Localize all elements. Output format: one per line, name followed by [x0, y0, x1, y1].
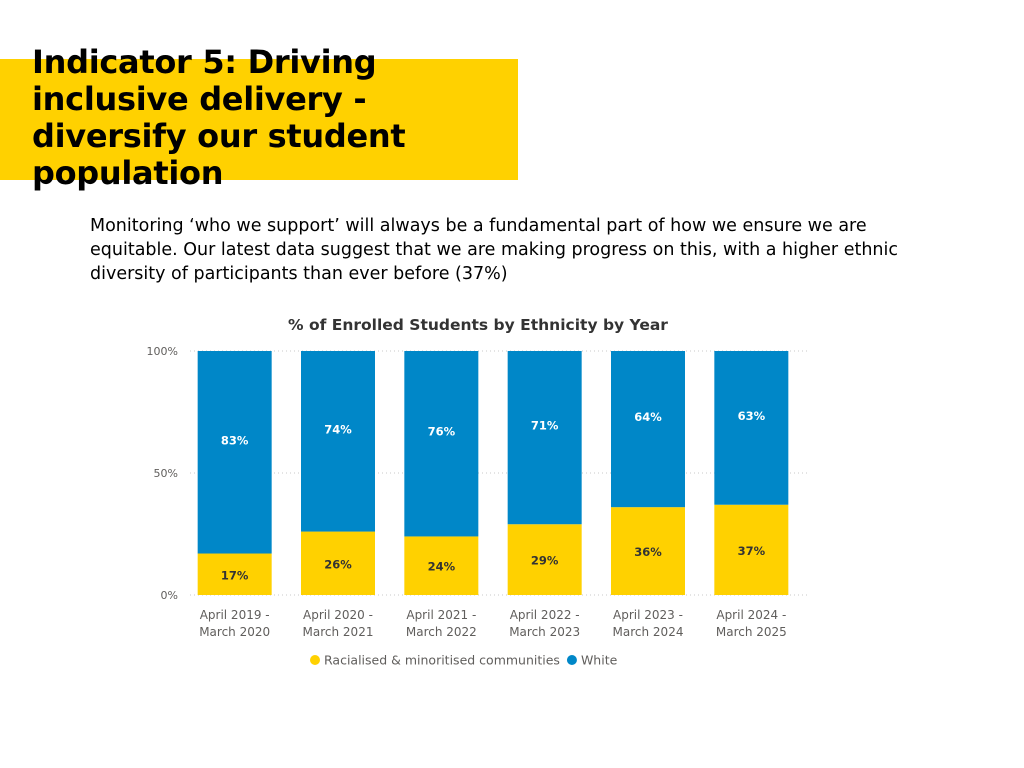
bar-segment-racialised	[507, 524, 582, 595]
bar-segment-white	[404, 351, 479, 537]
data-label: 63%	[738, 409, 766, 423]
legend-marker	[310, 655, 320, 665]
bar-segment-white	[507, 351, 582, 525]
data-label: 26%	[324, 557, 352, 571]
bar-segment-white	[611, 351, 685, 508]
x-tick-label: April 2024 -	[716, 608, 786, 622]
y-tick-label: 50%	[154, 467, 178, 480]
x-tick-label: April 2023 -	[613, 608, 683, 622]
bar-segment-racialised	[611, 507, 685, 595]
data-label: 76%	[428, 425, 456, 439]
x-tick-label: March 2020	[199, 625, 270, 639]
x-tick-label: March 2024	[613, 625, 684, 639]
x-tick-label: April 2020 -	[303, 608, 373, 622]
slide-title: Indicator 5: Driving inclusive delivery …	[32, 43, 406, 192]
data-label: 74%	[324, 422, 352, 436]
legend-marker	[566, 655, 577, 665]
chart-title: % of Enrolled Students by Ethnicity by Y…	[288, 316, 668, 334]
bar-segment-white	[197, 351, 272, 554]
data-label: 83%	[221, 433, 249, 447]
data-label: 24%	[428, 560, 456, 574]
x-tick-label: March 2025	[716, 625, 787, 639]
x-tick-label: April 2022 -	[510, 608, 580, 622]
y-tick-label: 100%	[147, 345, 178, 358]
bar-segment-racialised	[404, 536, 479, 595]
x-tick-label: April 2021 -	[406, 608, 476, 622]
chart-svg: % of Enrolled Students by Ethnicity by Y…	[147, 316, 810, 668]
legend-label: White	[581, 653, 618, 668]
bar-segment-racialised	[301, 531, 375, 595]
x-tick-label: March 2023	[509, 625, 580, 639]
data-label: 17%	[221, 568, 249, 582]
x-tick-label: March 2021	[303, 625, 374, 639]
data-label: 37%	[738, 544, 766, 558]
bar-segment-racialised	[197, 553, 272, 595]
data-label: 36%	[634, 545, 662, 559]
data-label: 71%	[531, 419, 559, 433]
bar-segment-white	[714, 351, 789, 505]
data-label: 29%	[531, 554, 559, 568]
title-band	[0, 59, 518, 180]
y-tick-label: 0%	[161, 589, 178, 602]
bar-segment-white	[301, 351, 375, 532]
body-text: Monitoring ‘who we support’ will always …	[90, 216, 898, 284]
chart: % of Enrolled Students by Ethnicity by Y…	[120, 300, 840, 680]
legend-label: Racialised & minoritised communities	[324, 653, 560, 668]
x-tick-label: April 2019 -	[200, 608, 270, 622]
bar-segment-racialised	[714, 504, 789, 595]
data-label: 64%	[634, 410, 662, 424]
x-tick-label: March 2022	[406, 625, 477, 639]
